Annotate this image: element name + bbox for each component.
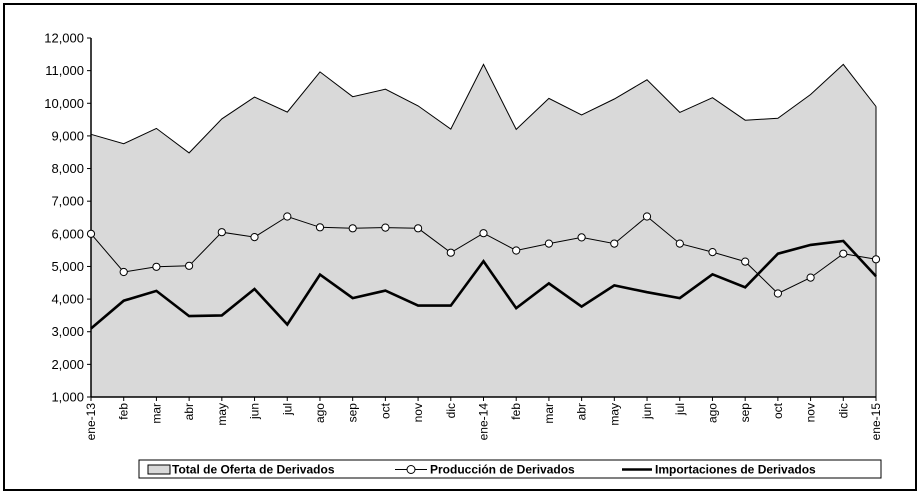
point-produccion [185,261,194,270]
x-tick-label: ago [313,403,327,423]
point-produccion [446,248,455,257]
legend-marker-produccion [406,465,416,474]
point-produccion [675,239,684,248]
x-tick-label: mar [542,403,556,424]
x-tick-label: abr [182,403,196,420]
legend-label-total-oferta: Total de Oferta de Derivados [172,463,335,477]
point-produccion [642,212,652,221]
x-tick-label: jul [673,403,687,416]
point-produccion [708,248,717,257]
point-produccion [479,229,488,238]
point-produccion [119,267,128,277]
x-tick-label: may [215,403,229,426]
y-tick-label: 6,000 [51,226,84,241]
line-importaciones [90,239,877,330]
y-tick-label: 4,000 [51,292,84,307]
y-tick-label: 5,000 [51,259,84,274]
y-tick-label: 10,000 [44,96,84,111]
x-tick-label: ene-15 [869,403,883,441]
point-produccion [512,246,521,255]
x-tick-label: jun [640,403,654,420]
point-produccion [152,262,161,271]
x-tick-label: feb [509,403,523,420]
legend-box [138,459,882,479]
x-tick-label: nov [804,403,818,422]
labels-layer: 1,000 2,000 3,000 4,000 5,000 6,000 7,000 8,000… [44,31,883,441]
area-outline-total-oferta [90,63,877,154]
y-tick-label: 9,000 [51,128,84,143]
y-tick-label: 7,000 [51,194,84,209]
point-produccion [871,255,881,264]
x-tick-label: ene-14 [477,403,491,441]
point-produccion [414,224,423,233]
legend-swatch-total-oferta [147,464,171,475]
y-tick-label: 8,000 [51,161,84,176]
x-tick-label: may [607,403,621,426]
x-tick-label: sep [738,403,752,423]
point-produccion [773,289,783,298]
x-tick-label: dic [444,403,458,418]
point-produccion [381,223,390,232]
x-tick-label: oct [378,402,392,419]
x-tick-label: ene-13 [84,403,98,441]
point-produccion [544,239,554,248]
y-tick-label: 11,000 [45,63,84,78]
x-tick-label: feb [117,403,131,420]
y-tick-label: 3,000 [51,324,84,339]
point-produccion [610,239,619,248]
point-produccion [217,228,226,237]
point-produccion [348,224,357,233]
point-produccion [86,229,96,238]
point-produccion [283,212,292,221]
x-tick-label: nov [411,403,425,422]
legend: Total de Oferta de Derivados Producción … [138,459,882,479]
axes-layer [87,37,877,401]
point-produccion [741,257,750,266]
x-tick-label: jun [248,403,262,420]
y-tick-label: 1,000 [51,390,84,405]
lines-layer [86,212,881,330]
y-tick-label: 12,000 [44,31,84,46]
x-tick-label: ago [705,403,719,423]
point-produccion [315,223,325,232]
legend-label-importaciones: Importaciones de Derivados [655,463,816,477]
point-produccion [839,249,848,258]
x-tick-label: oct [771,402,785,419]
point-produccion [250,233,259,242]
legend-label-produccion: Producción de Derivados [430,463,575,477]
x-tick-label: abr [575,403,589,420]
x-tick-label: jul [280,403,294,416]
x-tick-label: mar [149,403,163,424]
x-tick-label: dic [836,403,850,418]
point-produccion [577,233,586,242]
point-produccion [806,273,815,282]
x-tick-label: sep [346,403,360,423]
y-tick-label: 2,000 [51,357,84,372]
